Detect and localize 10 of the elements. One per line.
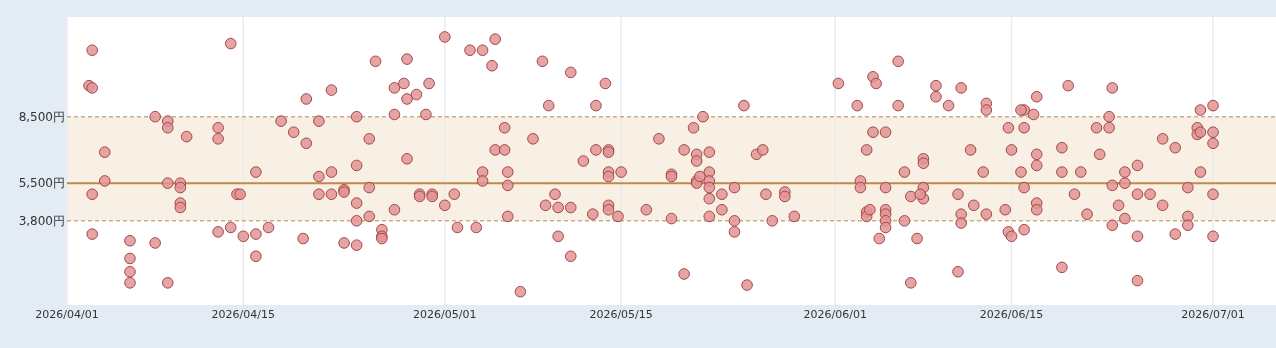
x-tick-label: 2026/06/01 (803, 308, 867, 321)
x-tick-label: 2026/04/15 (211, 308, 276, 321)
x-tick-label: 2026/07/01 (1181, 308, 1245, 321)
x-tick-label: 2026/04/01 (35, 308, 99, 321)
x-tick-label: 2026/05/01 (413, 308, 477, 321)
y-tick-label: 5,500円 (18, 176, 65, 191)
x-tick-label: 2026/05/15 (589, 308, 653, 321)
x-tick-label: 2026/06/15 (979, 308, 1044, 321)
y-tick-label: 8,500円 (18, 109, 65, 124)
y-tick-label: 3,800円 (18, 213, 65, 228)
